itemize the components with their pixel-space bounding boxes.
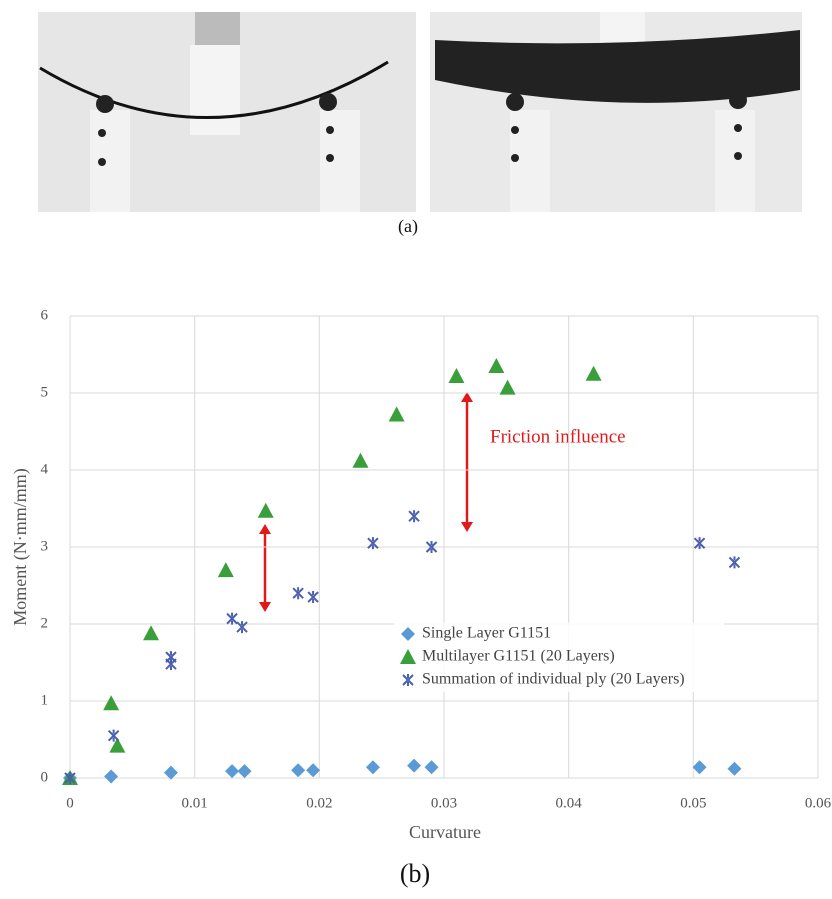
y-tick-label: 1 — [41, 692, 49, 708]
diamond-marker — [401, 627, 415, 641]
x-marker — [165, 658, 177, 671]
x-marker — [728, 556, 741, 569]
triangle-marker — [217, 562, 234, 578]
legend-background — [394, 669, 724, 692]
diamond-marker — [692, 760, 707, 775]
diamond-marker — [424, 760, 439, 775]
x-marker — [226, 612, 238, 625]
x-marker — [425, 541, 438, 553]
x-marker — [236, 621, 248, 634]
photo-panel — [38, 12, 802, 212]
diamond-marker — [365, 760, 380, 775]
y-axis-label: Moment (N·mm/mm) — [10, 468, 31, 625]
triangle-marker — [488, 358, 505, 374]
diamond-marker — [104, 769, 119, 784]
diamond-marker — [407, 758, 422, 773]
legend-label: Multilayer G1151 (20 Layers) — [422, 648, 615, 665]
x-marker — [107, 729, 120, 742]
triangle-marker — [400, 649, 416, 664]
caption-b: (b) — [400, 859, 430, 888]
triangle-marker — [585, 365, 602, 381]
x-tick-label: 0 — [66, 795, 74, 811]
x-marker — [408, 510, 420, 523]
legend-background — [394, 623, 724, 646]
x-marker — [64, 772, 76, 784]
x-axis-label: Curvature — [409, 822, 481, 842]
y-tick-label: 2 — [41, 615, 49, 631]
y-tick-label: 6 — [41, 307, 49, 323]
diamond-marker — [237, 764, 252, 779]
x-tick-label: 0.04 — [556, 795, 583, 811]
caption-a: (a) — [398, 216, 418, 237]
friction-arrows — [259, 392, 473, 612]
y-tick-label: 0 — [41, 769, 49, 785]
x-marker — [402, 674, 414, 686]
diamond-marker — [727, 761, 742, 776]
triangle-marker — [448, 368, 465, 384]
x-marker — [693, 537, 706, 550]
x-marker — [165, 651, 177, 664]
x-tick-label: 0.05 — [680, 795, 706, 811]
x-tick-label: 0.06 — [805, 795, 832, 811]
diamond-marker — [291, 763, 306, 778]
diamond-marker — [163, 765, 178, 780]
triangle-marker — [388, 406, 405, 422]
x-marker — [367, 537, 379, 550]
legend-background — [394, 646, 724, 669]
legend-label: Single Layer G1151 — [422, 625, 551, 642]
legend-label: Summation of individual ply (20 Layers) — [422, 671, 685, 688]
y-tick-label: 3 — [41, 538, 49, 554]
x-tick-label: 0.01 — [182, 795, 208, 811]
triangle-marker — [499, 379, 516, 395]
x-marker — [307, 591, 319, 604]
diamond-marker — [306, 763, 321, 778]
triangle-marker — [352, 452, 369, 468]
y-tick-label: 5 — [41, 384, 49, 400]
triangle-marker — [257, 502, 274, 518]
triangle-marker — [103, 695, 120, 711]
triangle-marker — [109, 737, 126, 753]
triangle-marker — [143, 625, 160, 641]
x-tick-label: 0.03 — [431, 795, 457, 811]
annotation: Friction influence — [490, 426, 626, 447]
diamond-marker — [225, 764, 240, 779]
x-tick-label: 0.02 — [306, 795, 332, 811]
y-tick-label: 4 — [41, 461, 49, 477]
x-marker — [292, 587, 304, 600]
